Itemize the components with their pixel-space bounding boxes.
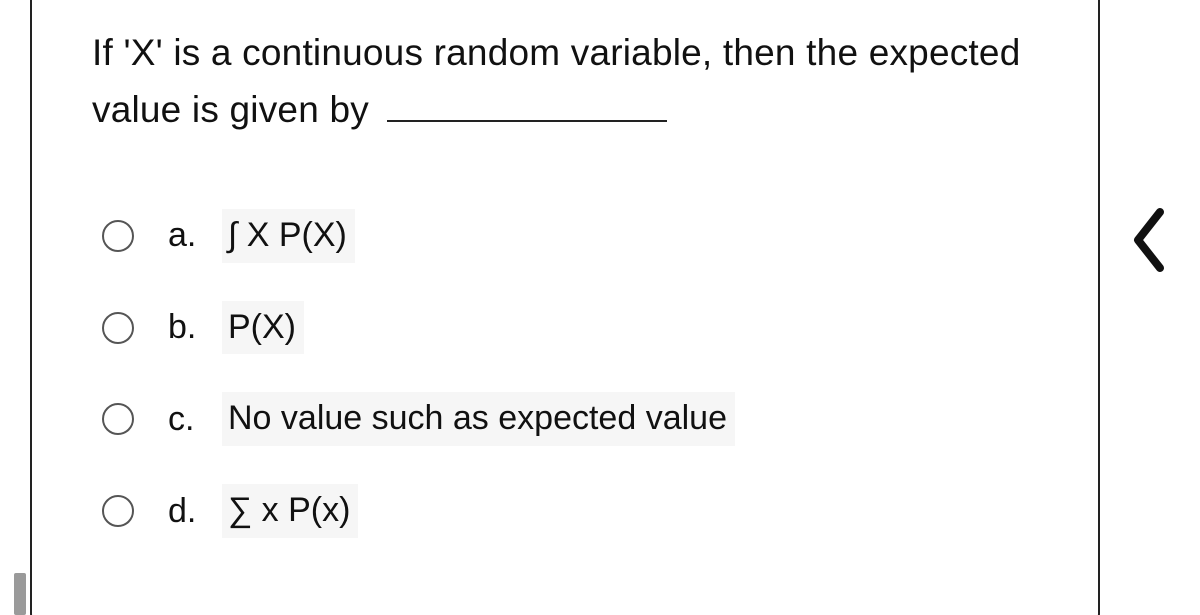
option-a[interactable]: a. ∫ X P(X) xyxy=(102,209,1048,263)
chevron-left-icon xyxy=(1126,204,1170,276)
option-c[interactable]: c. No value such as expected value xyxy=(102,392,1048,446)
question-card: If 'X' is a continuous random variable, … xyxy=(30,0,1100,615)
fill-in-blank xyxy=(387,89,667,122)
option-text: ∑ x P(x) xyxy=(222,484,358,538)
option-text: ∫ X P(X) xyxy=(222,209,355,263)
question-text: If 'X' is a continuous random variable, … xyxy=(92,24,1048,139)
option-text: P(X) xyxy=(222,301,304,355)
option-letter: b. xyxy=(168,308,222,347)
radio-d[interactable] xyxy=(102,495,134,527)
radio-b[interactable] xyxy=(102,312,134,344)
option-letter: c. xyxy=(168,400,222,439)
radio-c[interactable] xyxy=(102,403,134,435)
option-b[interactable]: b. P(X) xyxy=(102,301,1048,355)
radio-a[interactable] xyxy=(102,220,134,252)
options-list: a. ∫ X P(X) b. P(X) c. No value such as … xyxy=(92,209,1048,539)
option-letter: a. xyxy=(168,216,222,255)
option-letter: d. xyxy=(168,492,222,531)
option-text: No value such as expected value xyxy=(222,392,735,446)
scroll-indicator xyxy=(14,573,26,615)
prev-button[interactable] xyxy=(1118,200,1178,280)
option-d[interactable]: d. ∑ x P(x) xyxy=(102,484,1048,538)
